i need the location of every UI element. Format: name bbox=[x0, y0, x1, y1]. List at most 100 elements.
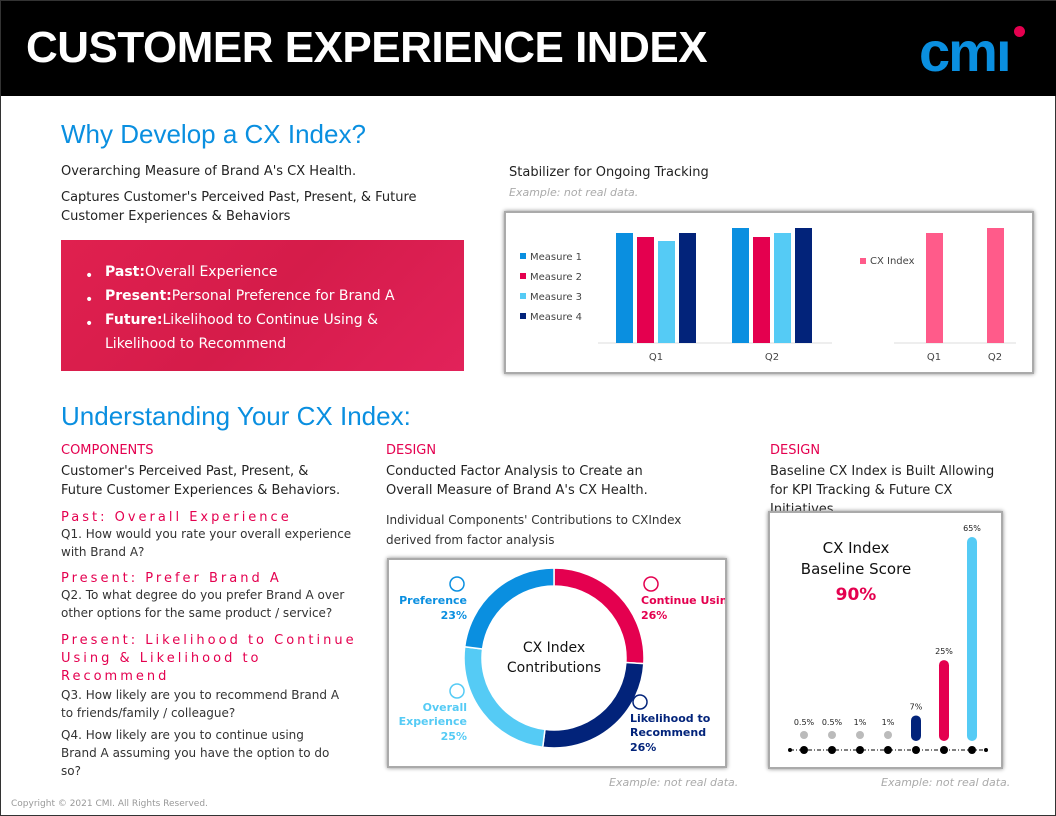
timeline-dot bbox=[800, 746, 808, 754]
baseline-value-label: 65% bbox=[963, 524, 981, 533]
thumbs-up-icon bbox=[449, 576, 465, 592]
legend-label: Measure 1 bbox=[530, 252, 582, 263]
baseline-value-label: 0.5% bbox=[794, 718, 815, 727]
cx-timeframes-box: Past:Overall Experience Present:Personal… bbox=[61, 240, 464, 371]
bar-measure-2 bbox=[753, 237, 770, 343]
donut-center-title: CX Index bbox=[523, 640, 585, 656]
timeline-dot bbox=[884, 746, 892, 754]
design-factor-column: DESIGN Conducted Factor Analysis to Crea… bbox=[386, 443, 716, 550]
slice-value: 26% bbox=[641, 609, 667, 622]
legend-label: Measure 3 bbox=[530, 292, 582, 303]
baseline-bar bbox=[939, 660, 949, 741]
star-chat-icon bbox=[632, 694, 648, 710]
design-baseline-column: DESIGN Baseline CX Index is Built Allowi… bbox=[770, 443, 1010, 519]
baseline-point bbox=[828, 731, 836, 739]
understanding-heading: Understanding Your CX Index: bbox=[61, 401, 411, 431]
legend-swatch bbox=[520, 293, 526, 299]
bar-measure-3 bbox=[658, 241, 675, 343]
x-tick-label: Q2 bbox=[765, 352, 779, 363]
slice-value: 23% bbox=[441, 609, 467, 622]
baseline-bar bbox=[967, 537, 977, 741]
why-line2a: Captures Customer's Perceived Past, Pres… bbox=[61, 190, 417, 205]
bar-measure-4 bbox=[795, 228, 812, 343]
bar-measure-2 bbox=[637, 237, 654, 343]
baseline-point bbox=[800, 731, 808, 739]
component-title: Present: Prefer Brand A bbox=[61, 571, 282, 586]
timeline-dot bbox=[828, 746, 836, 754]
components-column: COMPONENTS Customer's Perceived Past, Pr… bbox=[61, 443, 371, 780]
legend-label: CX Index bbox=[870, 256, 915, 267]
legend-swatch bbox=[860, 258, 866, 264]
slice-value: 26% bbox=[630, 741, 656, 754]
slice-label: Overall bbox=[423, 701, 467, 714]
baseline-score: 90% bbox=[836, 585, 877, 605]
slice-value: 25% bbox=[441, 730, 467, 743]
design-label: DESIGN bbox=[770, 443, 821, 458]
tracking-title: Stabilizer for Ongoing Tracking bbox=[509, 165, 709, 180]
baseline-title: Baseline Score bbox=[801, 560, 911, 578]
baseline-value-label: 25% bbox=[935, 647, 953, 656]
why-heading: Why Develop a CX Index? bbox=[61, 119, 366, 149]
question-q4: Q4. How likely are you to continue using… bbox=[61, 728, 330, 778]
legend-swatch bbox=[520, 313, 526, 319]
x-tick-label: Q1 bbox=[927, 352, 941, 363]
baseline-chart: CX Index Baseline Score 90% 0.5% 0.5% 1% 1% 7% 2… bbox=[788, 524, 988, 754]
refresh-icon bbox=[643, 576, 659, 592]
baseline-value-label: 7% bbox=[910, 702, 923, 711]
legend-label: Measure 2 bbox=[530, 272, 582, 283]
baseline-value-label: 1% bbox=[882, 718, 895, 727]
baseline-bar bbox=[911, 715, 921, 741]
baseline-panel: CX Index Baseline Score 90% 0.5% 0.5% 1% 1% 7% 2… bbox=[768, 511, 1003, 769]
bar-measure-4 bbox=[679, 233, 696, 343]
slice-label: Likelihood to bbox=[630, 712, 711, 725]
baseline-point bbox=[856, 731, 864, 739]
bar-measure-1 bbox=[616, 233, 633, 343]
legend-label: Measure 4 bbox=[530, 312, 582, 323]
question-q2: Q2. To what degree do you prefer Brand A… bbox=[61, 588, 345, 620]
donut-note: Example: not real data. bbox=[609, 776, 739, 789]
legend-swatch bbox=[520, 253, 526, 259]
x-tick-label: Q2 bbox=[988, 352, 1002, 363]
page-title: CUSTOMER EXPERIENCE INDEX bbox=[26, 23, 708, 72]
donut-center-title: Contributions bbox=[507, 660, 601, 676]
component-title: Past: Overall Experience bbox=[61, 510, 292, 525]
tracking-chart-panel: Measure 1 Measure 2 Measure 3 Measure 4 Q1 Q2… bbox=[504, 211, 1034, 374]
timeline-end bbox=[984, 748, 988, 752]
slice-label: Preference bbox=[399, 594, 467, 607]
slice-label: Recommend bbox=[630, 726, 706, 739]
timeline-dot bbox=[856, 746, 864, 754]
slice-label: Continue Using bbox=[641, 594, 725, 607]
legend-swatch bbox=[520, 273, 526, 279]
logo-dot bbox=[1014, 26, 1025, 37]
question-q3: Q3. How likely are you to recommend Bran… bbox=[61, 688, 340, 720]
bar-measure-1 bbox=[732, 228, 749, 343]
baseline-value-label: 0.5% bbox=[822, 718, 843, 727]
design-label: DESIGN bbox=[386, 443, 437, 458]
baseline-value-label: 1% bbox=[854, 718, 867, 727]
design-text: Conducted Factor Analysis to Create an O… bbox=[386, 464, 648, 498]
bullet-present: Present:Personal Preference for Brand A bbox=[85, 284, 464, 312]
donut-slice bbox=[463, 567, 555, 650]
baseline-title: CX Index bbox=[823, 539, 890, 557]
bar-cx-index bbox=[926, 233, 943, 343]
tracking-chart: Measure 1 Measure 2 Measure 3 Measure 4 Q1 Q2… bbox=[520, 228, 1016, 363]
why-line2b: Customer Experiences & Behaviors bbox=[61, 209, 291, 224]
bullet-future: Future:Likelihood to Continue Using & Li… bbox=[85, 308, 395, 356]
timeline-dot bbox=[912, 746, 920, 754]
heart-icon bbox=[449, 683, 465, 699]
baseline-point bbox=[884, 731, 892, 739]
design-subtext: Individual Components' Contributions to … bbox=[386, 513, 682, 547]
bar-measure-3 bbox=[774, 233, 791, 343]
timeline-end bbox=[788, 748, 792, 752]
components-text: Customer's Perceived Past, Present, & Fu… bbox=[61, 464, 341, 498]
slice-label: Experience bbox=[399, 715, 467, 728]
timeline-dot bbox=[940, 746, 948, 754]
header-bar bbox=[1, 1, 1056, 96]
copyright: Copyright © 2021 CMI. All Rights Reserve… bbox=[11, 799, 208, 809]
why-line1: Overarching Measure of Brand A's CX Heal… bbox=[61, 164, 357, 179]
question-q1: Q1. How would you rate your overall expe… bbox=[61, 527, 352, 559]
bar-cx-index bbox=[987, 228, 1004, 343]
cmi-logo: cmı bbox=[919, 20, 1011, 83]
